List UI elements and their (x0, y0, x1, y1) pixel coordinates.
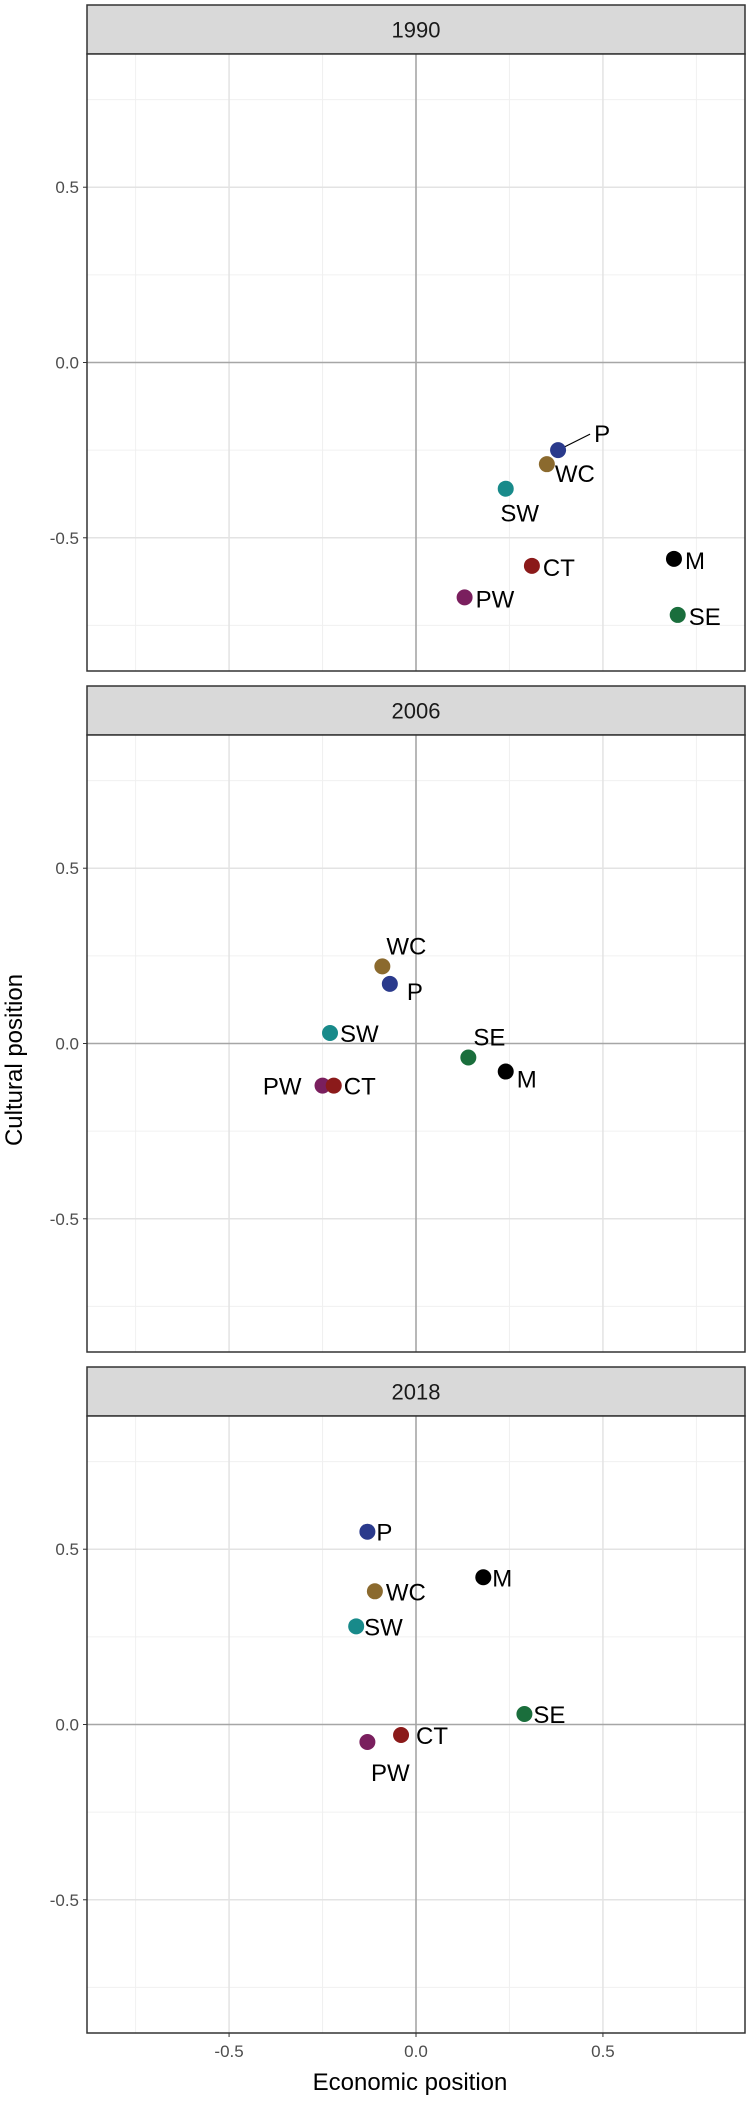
y-tick-label: 0.0 (55, 1716, 79, 1735)
point-p (381, 975, 398, 992)
x-tick-label: 0.5 (591, 2042, 615, 2061)
y-tick-label: 0.5 (55, 859, 79, 878)
point-label-se: SE (689, 604, 721, 631)
panel-strip (86, 4, 746, 55)
point-label-p: P (376, 1520, 392, 1547)
point-label-wc: WC (386, 933, 426, 960)
point-p (359, 1523, 376, 1540)
y-tick-label: -0.5 (50, 1210, 79, 1229)
point-pw (359, 1734, 376, 1751)
point-label-se: SE (533, 1702, 565, 1729)
panel-strip (86, 1366, 746, 1417)
point-ct (325, 1077, 342, 1094)
y-tick-label: 0.0 (55, 1035, 79, 1054)
panel-border (86, 53, 746, 672)
point-wc (374, 958, 391, 975)
panel-strip (86, 685, 746, 736)
y-tick-label: 0.5 (55, 178, 79, 197)
y-tick-label: 0.5 (55, 1540, 79, 1559)
y-axis-title: Cultural position (1, 974, 28, 1146)
point-label-leader (563, 433, 591, 448)
point-label-ct: CT (344, 1074, 376, 1101)
point-label-m: M (517, 1067, 537, 1094)
point-label-p: P (594, 421, 610, 448)
point-label-pw: PW (263, 1074, 302, 1101)
point-label-pw: PW (476, 586, 515, 613)
point-pw (314, 1077, 331, 1094)
point-label-ct: CT (416, 1723, 448, 1750)
point-ct (393, 1727, 410, 1744)
point-label-sw: SW (500, 501, 539, 528)
x-tick-label: -0.5 (214, 2042, 243, 2061)
y-tick-label: 0.0 (55, 354, 79, 373)
point-se (460, 1049, 477, 1066)
point-sw (497, 480, 514, 497)
point-m (475, 1569, 492, 1586)
y-tick-label: -0.5 (50, 529, 79, 548)
point-label-sw: SW (340, 1021, 379, 1048)
x-axis-title: Economic position (313, 2069, 508, 2096)
point-m (497, 1063, 514, 1080)
panel-strip-label: 2018 (392, 1380, 441, 1405)
point-ct (523, 557, 540, 574)
panel-strip-label: 1990 (392, 18, 441, 43)
point-se (516, 1705, 533, 1722)
point-label-p: P (407, 979, 423, 1006)
point-label-wc: WC (386, 1579, 426, 1606)
point-p (550, 442, 567, 459)
point-wc (538, 456, 555, 473)
x-tick-label: 0.0 (404, 2042, 428, 2061)
point-pw (456, 589, 473, 606)
point-label-ct: CT (543, 555, 575, 582)
y-tick-label: -0.5 (50, 1891, 79, 1910)
point-label-m: M (492, 1565, 512, 1592)
point-label-sw: SW (364, 1614, 403, 1641)
point-wc (366, 1583, 383, 1600)
point-se (669, 606, 686, 623)
point-m (665, 550, 682, 567)
panel-strip-label: 2006 (392, 699, 441, 724)
point-label-se: SE (473, 1025, 505, 1052)
panel-border (86, 734, 746, 1353)
point-label-wc: WC (555, 461, 595, 488)
point-label-m: M (685, 548, 705, 575)
point-sw (348, 1618, 365, 1635)
point-sw (322, 1024, 339, 1041)
point-label-pw: PW (371, 1760, 410, 1787)
panel-2006: 2006 -0.5 0.0 0.5 WC P SW PW CT SE M (50, 685, 746, 1353)
